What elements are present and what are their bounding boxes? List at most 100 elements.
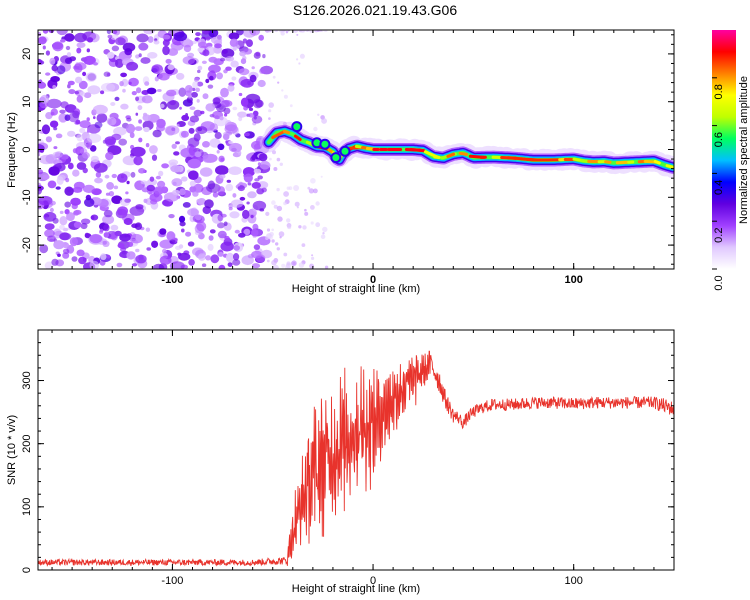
noise-blob (177, 252, 182, 256)
noise-blob (126, 61, 139, 71)
noise-blob (239, 51, 247, 57)
noise-blob (169, 100, 177, 106)
noise-blob (162, 45, 170, 56)
noise-blob (207, 84, 214, 89)
noise-blob (196, 99, 200, 103)
noise-blob (298, 262, 305, 268)
noise-blob (208, 64, 221, 74)
noise-blob (277, 81, 280, 84)
noise-blob (246, 201, 250, 205)
noise-blob (166, 89, 177, 97)
ridge-hotspot (330, 152, 342, 164)
noise-blob (273, 264, 279, 269)
noise-blob (147, 36, 154, 43)
noise-blob (275, 242, 279, 246)
noise-blob (86, 117, 90, 122)
noise-blob (218, 264, 226, 269)
noise-blob (247, 191, 257, 199)
noise-blob (291, 260, 297, 267)
noise-blob (75, 76, 83, 84)
noise-blob (253, 168, 262, 174)
noise-blob (100, 253, 107, 261)
noise-blob (198, 253, 206, 261)
noise-blob (251, 182, 261, 189)
noise-blob (54, 151, 63, 158)
noise-blob (259, 68, 266, 74)
noise-blob (67, 130, 76, 137)
noise-blob (239, 196, 246, 201)
snr-frame (37, 329, 675, 571)
noise-blob (87, 85, 101, 95)
noise-blob (233, 252, 240, 261)
noise-blob (151, 240, 159, 248)
noise-blob (302, 225, 307, 230)
noise-blob (228, 166, 242, 175)
noise-blob (195, 126, 208, 135)
noise-blob (44, 229, 55, 238)
noise-blob (199, 167, 213, 177)
noise-blob (197, 69, 201, 74)
noise-blob (117, 206, 129, 216)
noise-blob (221, 49, 228, 54)
noise-blob (131, 91, 137, 96)
noise-blob (69, 237, 78, 247)
noise-blob (285, 31, 289, 34)
noise-blob (287, 225, 292, 230)
noise-blob (41, 124, 51, 135)
ridge-hotspot (604, 160, 612, 164)
noise-blob (175, 245, 182, 250)
noise-blob (265, 211, 270, 216)
y-tick-label: -10 (21, 189, 33, 205)
noise-blob (86, 133, 102, 143)
noise-blob (110, 102, 116, 106)
noise-blob (143, 126, 150, 133)
noise-blob (311, 254, 314, 257)
noise-blob (122, 155, 138, 166)
noise-blob (216, 72, 224, 80)
noise-blob (232, 193, 237, 198)
ridge-hotspot (653, 159, 661, 165)
noise-blob (82, 167, 88, 174)
noise-blob (51, 258, 59, 266)
noise-blob (145, 227, 151, 232)
noise-blob (100, 82, 116, 92)
noise-blob (218, 251, 224, 257)
noise-blob (171, 143, 177, 149)
noise-blob (209, 229, 216, 234)
noise-blob (65, 177, 70, 183)
noise-blob (126, 241, 134, 247)
noise-blob (286, 261, 291, 266)
noise-blob (283, 191, 289, 197)
noise-blob (205, 103, 216, 112)
noise-blob (125, 191, 129, 195)
noise-blob (281, 89, 284, 92)
colorbar: 0.0 0.2 0.4 0.6 0.8 Normalized spectral ampl… (712, 30, 750, 291)
noise-blob (266, 259, 270, 263)
noise-blob (82, 71, 87, 77)
noise-blob (237, 111, 247, 118)
noise-blob (232, 46, 237, 51)
noise-blob (322, 232, 325, 235)
noise-blob (90, 155, 99, 163)
page-title: S126.2026.021.19.43.G06 (292, 2, 458, 18)
ridge-hotspot (319, 138, 331, 150)
noise-blob (110, 231, 118, 241)
ridge-hotspot (293, 134, 302, 141)
noise-blob (175, 141, 180, 145)
noise-blob (164, 125, 180, 135)
noise-blob (66, 52, 72, 57)
noise-blob (48, 166, 60, 176)
noise-blob (70, 197, 81, 206)
noise-blob (240, 58, 247, 65)
noise-blob (119, 233, 131, 242)
noise-blob (137, 105, 143, 111)
noise-blob (283, 252, 288, 257)
noise-blob (40, 94, 50, 104)
noise-blob (248, 113, 255, 118)
x-tick-label: -100 (161, 274, 183, 286)
noise-blob (307, 186, 311, 190)
noise-blob (214, 131, 222, 140)
noise-blob (192, 87, 196, 92)
